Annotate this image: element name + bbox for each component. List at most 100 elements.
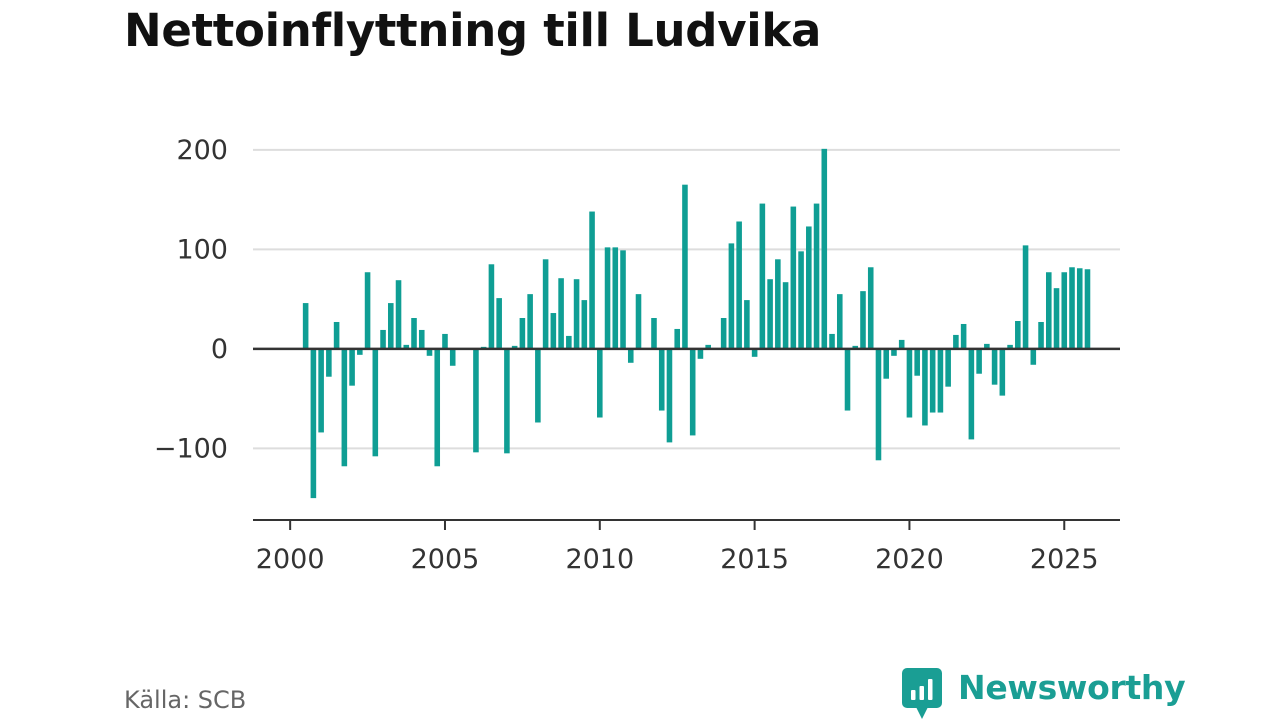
bar bbox=[597, 348, 603, 418]
bar bbox=[1015, 320, 1021, 349]
source-note: Källa: SCB bbox=[124, 686, 247, 714]
bar bbox=[566, 335, 572, 349]
bar bbox=[751, 348, 758, 357]
bar bbox=[953, 334, 959, 349]
bar bbox=[728, 243, 735, 349]
bar bbox=[1076, 268, 1083, 349]
bar bbox=[357, 348, 363, 355]
bar bbox=[1069, 267, 1075, 349]
bar bbox=[1045, 272, 1052, 349]
bar bbox=[999, 348, 1006, 396]
bar bbox=[426, 348, 433, 356]
bar bbox=[945, 348, 951, 387]
bar bbox=[852, 345, 859, 349]
bar bbox=[418, 329, 425, 349]
bar bbox=[558, 278, 564, 349]
bar bbox=[542, 259, 549, 349]
bar bbox=[1053, 288, 1060, 349]
bar bbox=[720, 318, 727, 349]
bar bbox=[806, 226, 812, 349]
bar bbox=[496, 298, 502, 349]
bar bbox=[744, 300, 750, 349]
bar bbox=[573, 279, 580, 349]
bar bbox=[984, 343, 990, 349]
brand: Newsworthy bbox=[902, 668, 1186, 720]
bar bbox=[550, 313, 557, 349]
bar bbox=[620, 250, 626, 349]
bar bbox=[898, 339, 905, 349]
bar bbox=[1061, 272, 1068, 349]
tick-labels: −100 0 100 200 2000 2005 2010 2015 2020 2025 bbox=[154, 135, 1099, 575]
bar bbox=[844, 348, 851, 411]
bar bbox=[504, 348, 510, 454]
y-tick-label: 100 bbox=[176, 234, 228, 265]
x-tick-label: 2000 bbox=[256, 544, 325, 575]
bar bbox=[388, 303, 394, 349]
bar bbox=[310, 348, 317, 499]
bar bbox=[1022, 245, 1029, 349]
bar bbox=[658, 348, 665, 411]
x-tick-label: 2010 bbox=[565, 544, 634, 575]
bar bbox=[914, 348, 920, 376]
bar bbox=[860, 291, 866, 349]
axes bbox=[253, 347, 1120, 530]
bar bbox=[689, 348, 696, 436]
bar bbox=[651, 318, 657, 349]
bar bbox=[635, 294, 642, 349]
bar bbox=[674, 328, 680, 349]
bar bbox=[775, 259, 781, 349]
x-tick-label: 2020 bbox=[875, 544, 944, 575]
bar bbox=[333, 321, 340, 349]
bar bbox=[821, 148, 828, 349]
bar bbox=[380, 329, 386, 349]
bar bbox=[535, 348, 541, 423]
bar bbox=[318, 348, 324, 433]
bar bbox=[527, 294, 533, 349]
bar bbox=[891, 348, 897, 356]
bar bbox=[411, 318, 417, 349]
bar bbox=[759, 203, 766, 349]
bar bbox=[1038, 321, 1044, 349]
bar bbox=[1007, 344, 1013, 349]
bar bbox=[519, 318, 526, 349]
bar bbox=[604, 247, 611, 349]
bar bbox=[372, 348, 379, 457]
bar bbox=[968, 348, 975, 440]
bar bbox=[875, 348, 882, 461]
bar bbox=[790, 206, 797, 349]
bar bbox=[922, 348, 928, 426]
bar bbox=[782, 282, 789, 349]
bar bbox=[627, 348, 634, 363]
brand-name: Newsworthy bbox=[958, 668, 1186, 707]
bars bbox=[302, 148, 1091, 499]
y-tick-label: −100 bbox=[154, 433, 228, 464]
bar bbox=[1084, 269, 1091, 349]
bar bbox=[488, 264, 495, 349]
bar bbox=[403, 344, 410, 349]
bar bbox=[867, 267, 874, 349]
bar bbox=[906, 348, 913, 418]
chart-title: Nettoinflyttning till Ludvika bbox=[124, 4, 822, 57]
bar bbox=[349, 348, 355, 386]
bar bbox=[813, 203, 820, 349]
bar bbox=[442, 333, 448, 349]
bar bbox=[976, 348, 982, 374]
bar bbox=[682, 184, 688, 349]
y-tick-label: 200 bbox=[176, 135, 228, 166]
bar bbox=[302, 303, 309, 349]
bar bbox=[326, 348, 332, 377]
bar bbox=[929, 348, 936, 413]
bar bbox=[883, 348, 890, 379]
x-tick-label: 2025 bbox=[1030, 544, 1099, 575]
bar bbox=[960, 323, 967, 349]
bar bbox=[697, 348, 704, 359]
bar bbox=[434, 348, 441, 467]
newsworthy-logo-icon bbox=[902, 668, 942, 719]
bar bbox=[666, 348, 673, 443]
bar bbox=[341, 348, 348, 467]
bar bbox=[364, 272, 371, 349]
bar bbox=[836, 294, 843, 349]
bar bbox=[1030, 348, 1037, 365]
bar bbox=[511, 345, 518, 349]
